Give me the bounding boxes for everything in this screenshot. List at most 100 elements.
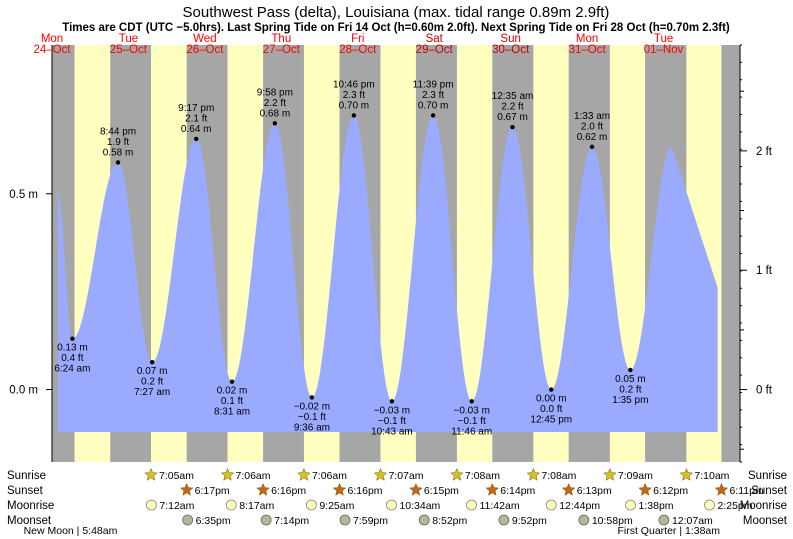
low-tide-point bbox=[549, 387, 554, 392]
high-tide-point bbox=[194, 136, 199, 142]
sunrise-time: 7:06am bbox=[236, 470, 271, 482]
day-of-week-label: Mon bbox=[576, 33, 598, 45]
moonrise-icon bbox=[386, 499, 397, 511]
chart-subtitle: Times are CDT (UTC −5.0hrs). Last Spring… bbox=[62, 22, 730, 34]
axes: 0.5 m 0.0 m 2 ft 1 ft 0 ft bbox=[9, 44, 773, 463]
moonrise-icon bbox=[225, 499, 237, 511]
low-tide-label: 0.0 ft bbox=[540, 404, 562, 415]
sunrise-row-label-left: Sunrise bbox=[7, 470, 46, 482]
high-tide-label: 2.3 ft bbox=[422, 90, 444, 101]
sunset-time: 6:17pm bbox=[195, 485, 230, 497]
high-tide-point bbox=[430, 113, 436, 118]
moonrise-icon bbox=[305, 499, 317, 511]
moon-phase-label: First Quarter | 1:38am bbox=[617, 525, 720, 537]
sunset-icon bbox=[638, 482, 652, 496]
moonset-icon bbox=[260, 514, 272, 526]
tide-height-area bbox=[57, 115, 718, 432]
low-tide-label: 6:24 am bbox=[54, 364, 90, 375]
high-tide-label: 2.3 ft bbox=[343, 90, 365, 101]
moonset-time: 9:52pm bbox=[512, 515, 547, 527]
moonrise-time: 11:42am bbox=[479, 500, 519, 512]
moonrise-time: 10:34am bbox=[399, 500, 440, 512]
sunset-icon bbox=[485, 482, 500, 496]
high-tide-label: 0.67 m bbox=[497, 112, 528, 123]
moonrise-icon bbox=[466, 499, 477, 511]
date-label: 31–Oct bbox=[569, 44, 607, 56]
sunset-time: 6:13pm bbox=[577, 485, 612, 497]
high-tide-label: 1.9 ft bbox=[107, 137, 129, 148]
high-tide-label: 2.2 ft bbox=[501, 102, 523, 113]
moonset-icon bbox=[498, 514, 510, 526]
moonrise-time: 7:12am bbox=[159, 500, 194, 512]
day-of-week-label: Mon bbox=[41, 33, 63, 45]
low-tide-point bbox=[628, 367, 633, 373]
moonrise-time: 12:44pm bbox=[559, 500, 600, 512]
sunrise-row-label-right: Sunrise bbox=[748, 470, 787, 482]
low-tide-point bbox=[149, 359, 155, 365]
day-of-week-label: Thu bbox=[271, 33, 291, 45]
right-tick-label: 1 ft bbox=[756, 265, 773, 277]
low-tide-label: 9:36 am bbox=[294, 422, 330, 433]
sunset-time: 6:14pm bbox=[500, 485, 535, 497]
chart-title: Southwest Pass (delta), Louisiana (max. … bbox=[183, 4, 610, 21]
sunset-time: 6:12pm bbox=[653, 485, 688, 497]
low-tide-point bbox=[70, 336, 75, 341]
sunrise-time: 7:08am bbox=[541, 470, 576, 482]
moonrise-time: 2:25pm bbox=[717, 500, 752, 512]
moonrise-row-label-right: Moonrise bbox=[740, 500, 787, 512]
low-tide-point bbox=[469, 399, 474, 404]
day-of-week-label: Tue bbox=[119, 33, 138, 45]
high-tide-label: 10:46 pm bbox=[333, 79, 375, 90]
high-tide-label: 0.70 m bbox=[418, 100, 449, 111]
high-tide-label: 12:35 am bbox=[492, 91, 534, 102]
moonrise-time: 8:17am bbox=[239, 500, 274, 512]
high-tide-point bbox=[589, 144, 595, 150]
high-tide-label: 0.62 m bbox=[577, 132, 608, 143]
sunrise-time: 7:10am bbox=[694, 470, 729, 482]
date-label: 28–Oct bbox=[339, 44, 377, 56]
low-tide-point bbox=[389, 399, 395, 404]
low-tide-label: 1:35 pm bbox=[612, 395, 648, 406]
date-label: 01–Nov bbox=[644, 44, 684, 56]
sunrise-time: 7:06am bbox=[312, 470, 347, 482]
low-tide-label: 12:45 pm bbox=[530, 415, 572, 426]
moonrise-icon bbox=[145, 499, 157, 511]
moonrise-time: 1:38pm bbox=[639, 500, 674, 512]
sunset-icon bbox=[714, 482, 729, 496]
high-tide-label: 11:39 pm bbox=[413, 79, 454, 90]
low-tide-label: 0.2 ft bbox=[141, 377, 163, 388]
day-of-week-label: Sun bbox=[500, 33, 520, 45]
sunrise-icon bbox=[679, 467, 694, 481]
high-tide-point bbox=[115, 160, 121, 165]
moonset-time: 12:07am bbox=[672, 515, 713, 527]
sunrise-icon bbox=[450, 467, 464, 481]
low-tide-label: 8:31 am bbox=[214, 407, 250, 418]
high-tide-label: 9:17 pm bbox=[178, 103, 214, 114]
sunrise-icon bbox=[297, 467, 311, 481]
high-tide-point bbox=[272, 121, 278, 126]
high-tide-label: 1:33 am bbox=[574, 111, 610, 122]
sunset-row-label-left: Sunset bbox=[7, 485, 44, 497]
low-tide-label: −0.02 m bbox=[294, 401, 330, 412]
moonset-row-label-right: Moonset bbox=[743, 515, 788, 527]
high-tide-label: 0.58 m bbox=[103, 147, 134, 158]
high-tide-label: 8:44 pm bbox=[100, 126, 136, 137]
low-tide-label: 11:46 am bbox=[451, 426, 492, 437]
sunrise-time: 7:09am bbox=[618, 470, 653, 482]
low-tide-label: −0.1 ft bbox=[298, 412, 326, 423]
low-tide-point bbox=[309, 395, 315, 400]
high-tide-label: 9:58 pm bbox=[257, 87, 293, 98]
moonset-row-label-left: Moonset bbox=[7, 515, 52, 527]
low-tide-label: −0.1 ft bbox=[378, 416, 406, 427]
moonset-time: 10:58pm bbox=[592, 515, 633, 527]
sunrise-icon bbox=[373, 467, 388, 481]
sunset-icon bbox=[332, 482, 347, 496]
date-label: 24–Oct bbox=[33, 44, 71, 56]
high-tide-point bbox=[510, 125, 515, 130]
low-tide-label: 0.02 m bbox=[217, 386, 248, 397]
high-tide-label: 0.64 m bbox=[181, 124, 212, 135]
day-headers: Mon24–OctTue25–OctWed26–OctThu27–OctFri2… bbox=[33, 33, 683, 56]
low-tide-label: 0.13 m bbox=[57, 343, 88, 354]
astronomy-rows: Sunrise Sunrise Sunset Sunset Moonrise Moonri… bbox=[7, 467, 788, 537]
